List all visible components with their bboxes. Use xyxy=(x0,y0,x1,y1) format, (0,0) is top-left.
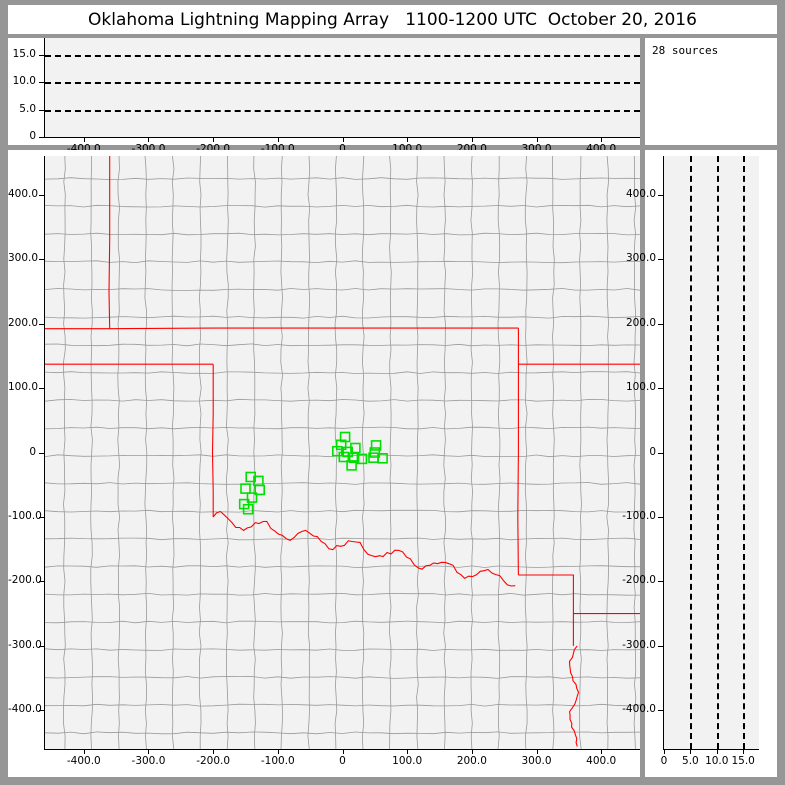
altitude-vs-east-panel: 0 5.0 10.0 15.0 -400.0 -300.0 -200.0 -100.0 0 100… xyxy=(8,38,640,155)
lightning-source-marker[interactable] xyxy=(348,452,360,464)
right-panel-ytick-label: 200.0 xyxy=(625,316,656,329)
map-ytick-label: 100.0 xyxy=(8,381,39,394)
lightning-source-marker[interactable] xyxy=(356,453,368,465)
map-ytick-label: -300.0 xyxy=(8,638,42,651)
map-ytick-label: 0 xyxy=(29,445,36,458)
map-xtick-label: 300.0 xyxy=(521,755,552,767)
plan-view-map-plot-area[interactable] xyxy=(45,156,640,749)
map-ytick-label: -200.0 xyxy=(8,574,42,587)
right-panel-ytick-label: 300.0 xyxy=(625,252,656,265)
right-panel-ytick-label: -100.0 xyxy=(622,509,656,522)
map-ytick-label: 300.0 xyxy=(8,252,39,265)
right-panel-xtick-label: 15.0 xyxy=(731,755,755,767)
top-panel-ytick-label: 5.0 xyxy=(19,102,36,115)
altitude-vs-east-plot-area xyxy=(45,38,640,137)
map-xtick-label: 200.0 xyxy=(456,755,487,767)
altitude-vs-north-plot-area xyxy=(664,156,759,749)
top-panel-ytick-label: 15.0 xyxy=(12,47,36,60)
top-panel-ytick-label: 10.0 xyxy=(12,75,36,87)
altitude-vs-north-panel: -400.0 -300.0 -200.0 -100.0 0 100.0 200.0 300.0… xyxy=(622,150,777,777)
map-xtick-label: -100.0 xyxy=(260,755,295,767)
map-ytick-label: -400.0 xyxy=(8,703,42,716)
top-panel-ytick-label: 0 xyxy=(29,130,36,142)
right-panel-ytick-label: 0 xyxy=(649,445,656,458)
right-panel-ytick-label: 100.0 xyxy=(625,381,656,394)
plan-view-map-panel: -400.0 -300.0 -200.0 -100.0 0 100.0 200.0 300.0… xyxy=(8,150,640,777)
county-boundaries xyxy=(45,156,640,749)
map-xtick-label: 400.0 xyxy=(586,755,617,767)
source-count-label: 28 sources xyxy=(652,44,719,57)
lightning-source-marker[interactable] xyxy=(338,451,350,463)
right-panel-ytick-label: 400.0 xyxy=(625,187,656,200)
right-panel-xtick-label: 10.0 xyxy=(705,755,729,767)
map-xtick-label: -400.0 xyxy=(66,755,101,767)
state-boundaries xyxy=(45,156,640,747)
map-xtick-label: 100.0 xyxy=(392,755,423,767)
lightning-source-marker[interactable] xyxy=(331,445,343,457)
lightning-source-marker[interactable] xyxy=(346,460,357,471)
right-panel-xtick-label: 5.0 xyxy=(682,755,699,767)
lightning-source-marker[interactable] xyxy=(254,484,265,496)
lightning-source-markers[interactable] xyxy=(238,431,388,515)
right-panel-xtick-label: 0 xyxy=(660,755,668,767)
right-panel-ytick-label: -400.0 xyxy=(622,703,656,716)
map-ytick-label: 200.0 xyxy=(8,316,39,329)
lightning-source-marker[interactable] xyxy=(370,440,382,451)
lightning-source-marker[interactable] xyxy=(377,452,388,464)
top-panel-xtick-label: 0 xyxy=(339,143,346,155)
title-bar: Oklahoma Lightning Mapping Array 1100-12… xyxy=(8,5,777,34)
map-ytick-label: -100.0 xyxy=(8,509,42,522)
map-xtick-label: 0 xyxy=(339,755,346,767)
map-canvas[interactable] xyxy=(45,156,640,749)
right-panel-ytick-label: -200.0 xyxy=(622,574,656,587)
source-count-panel: 28 sources xyxy=(645,38,777,145)
map-ytick-label: 400.0 xyxy=(8,187,39,200)
map-xtick-label: -300.0 xyxy=(131,755,166,767)
map-xtick-label: -200.0 xyxy=(196,755,231,767)
page-title: Oklahoma Lightning Mapping Array 1100-12… xyxy=(88,9,697,30)
lightning-source-marker[interactable] xyxy=(242,503,254,515)
lightning-source-marker[interactable] xyxy=(240,483,251,494)
lightning-source-marker[interactable] xyxy=(246,492,258,503)
right-panel-ytick-label: -300.0 xyxy=(622,638,656,651)
